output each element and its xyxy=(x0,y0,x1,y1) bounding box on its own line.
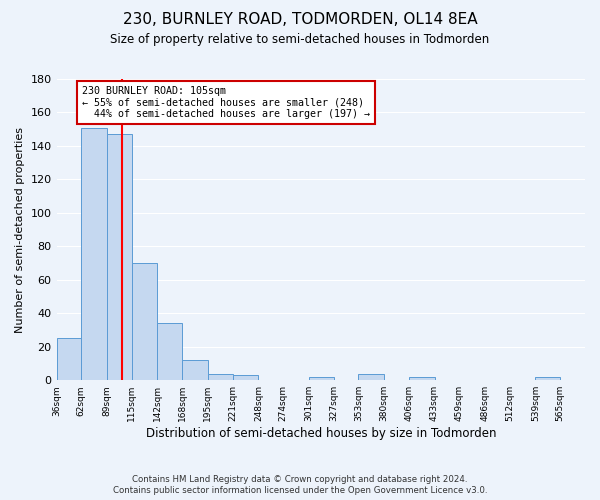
X-axis label: Distribution of semi-detached houses by size in Todmorden: Distribution of semi-detached houses by … xyxy=(146,427,496,440)
Text: 230, BURNLEY ROAD, TODMORDEN, OL14 8EA: 230, BURNLEY ROAD, TODMORDEN, OL14 8EA xyxy=(122,12,478,28)
Bar xyxy=(56,338,81,380)
Y-axis label: Number of semi-detached properties: Number of semi-detached properties xyxy=(15,126,25,332)
Bar xyxy=(358,374,384,380)
Bar xyxy=(535,377,560,380)
Bar xyxy=(182,360,208,380)
Bar xyxy=(107,134,132,380)
Bar xyxy=(233,375,259,380)
Bar xyxy=(208,374,233,380)
Text: Contains HM Land Registry data © Crown copyright and database right 2024.: Contains HM Land Registry data © Crown c… xyxy=(132,475,468,484)
Bar xyxy=(81,128,107,380)
Bar xyxy=(132,263,157,380)
Bar xyxy=(309,377,334,380)
Bar xyxy=(409,377,434,380)
Text: 230 BURNLEY ROAD: 105sqm
← 55% of semi-detached houses are smaller (248)
  44% o: 230 BURNLEY ROAD: 105sqm ← 55% of semi-d… xyxy=(82,86,370,119)
Text: Size of property relative to semi-detached houses in Todmorden: Size of property relative to semi-detach… xyxy=(110,32,490,46)
Text: Contains public sector information licensed under the Open Government Licence v3: Contains public sector information licen… xyxy=(113,486,487,495)
Bar xyxy=(157,324,182,380)
